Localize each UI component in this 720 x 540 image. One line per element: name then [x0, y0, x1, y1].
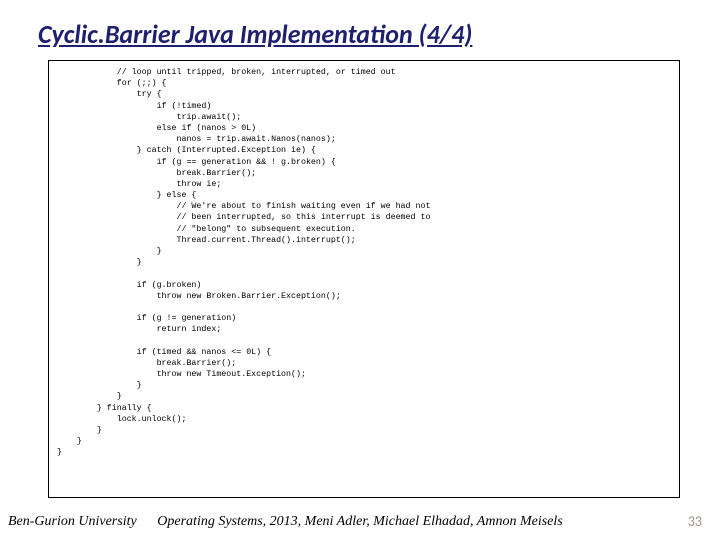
slide-title: Cyclic.Barrier Java Implementation (4/4): [0, 0, 720, 50]
footer-affiliation: Ben-Gurion University: [8, 514, 137, 530]
code-container: // loop until tripped, broken, interrupt…: [48, 60, 680, 498]
code-block: // loop until tripped, broken, interrupt…: [57, 67, 671, 459]
page-number: 33: [688, 513, 702, 530]
footer-course-info: Operating Systems, 2013, Meni Adler, Mic…: [157, 514, 562, 530]
